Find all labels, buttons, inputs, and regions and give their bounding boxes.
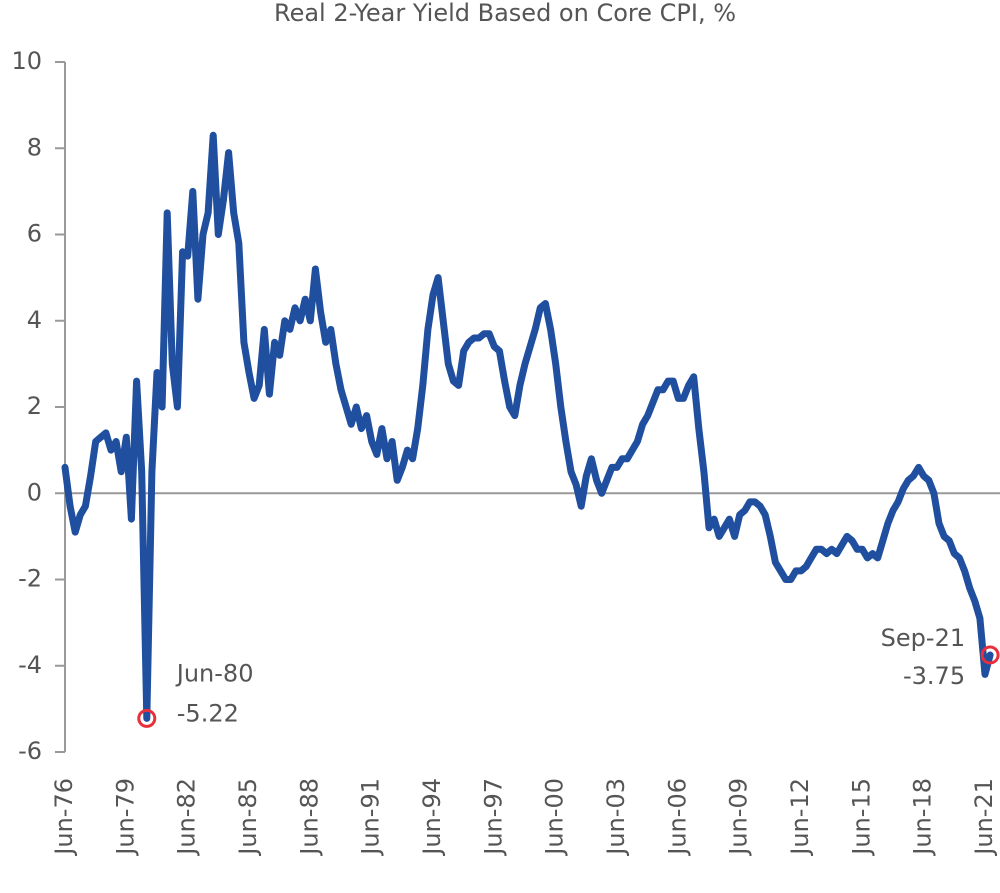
line-series (61, 131, 994, 722)
x-tick-label: Jun-12 (786, 778, 814, 857)
x-tick-label: Jun-00 (541, 778, 569, 857)
x-tick-label: Jun-91 (357, 778, 385, 857)
annotation-marker (137, 708, 157, 728)
y-tick-label: 4 (27, 306, 42, 334)
y-tick-label: -4 (18, 651, 42, 679)
annotation-date: Jun-80 (175, 659, 254, 687)
chart-title: Real 2-Year Yield Based on Core CPI, % (274, 0, 736, 27)
x-tick-label: Jun-09 (725, 778, 753, 857)
annotation-date: Sep-21 (881, 624, 965, 652)
x-tick-label: Jun-82 (173, 778, 201, 857)
y-tick-label: 6 (27, 220, 42, 248)
x-tick-label: Jun-03 (602, 778, 630, 857)
x-tick-label: Jun-18 (909, 778, 937, 857)
annotation-marker (980, 645, 1000, 665)
y-tick-label: -6 (18, 737, 42, 765)
y-tick-label: 8 (27, 133, 42, 161)
x-tick-label: Jun-85 (234, 778, 262, 857)
x-tick-label: Jun-79 (111, 778, 139, 857)
annotation-value: -3.75 (903, 662, 965, 690)
x-tick-label: Jun-94 (418, 778, 446, 857)
x-tick-label: Jun-76 (50, 778, 78, 857)
x-tick-label: Jun-06 (663, 778, 691, 857)
y-tick-label: -2 (18, 565, 42, 593)
x-tick-label: Jun-97 (479, 778, 507, 857)
x-tick-label: Jun-88 (295, 778, 323, 857)
x-tick-label: Jun-21 (970, 778, 998, 857)
y-tick-label: 2 (27, 392, 42, 420)
y-tick-label: 0 (27, 478, 42, 506)
x-tick-label: Jun-15 (847, 778, 875, 857)
y-tick-label: 10 (11, 47, 42, 75)
annotation-value: -5.22 (177, 699, 239, 727)
